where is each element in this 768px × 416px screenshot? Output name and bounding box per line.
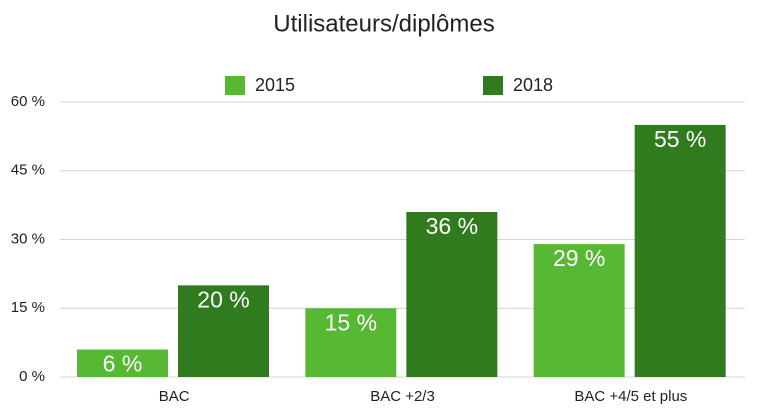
chart-title: Utilisateurs/diplômes — [273, 10, 494, 37]
legend-label: 2018 — [513, 75, 553, 95]
legend-label: 2015 — [255, 75, 295, 95]
bar — [634, 124, 726, 378]
data-label: 55 % — [654, 126, 706, 152]
y-tick-label: 15 % — [11, 299, 45, 316]
data-label: 29 % — [553, 245, 605, 271]
bar — [305, 308, 397, 377]
bar — [77, 349, 168, 377]
bar — [178, 285, 269, 377]
data-label: 6 % — [103, 351, 143, 377]
legend-swatch — [483, 76, 503, 95]
bar — [533, 244, 625, 377]
y-tick-label: 60 % — [11, 93, 45, 110]
x-tick-label: BAC +4/5 et plus — [574, 388, 687, 405]
data-label: 15 % — [325, 309, 377, 335]
y-tick-label: 45 % — [11, 162, 45, 179]
legend-swatch — [225, 76, 245, 95]
x-tick-label: BAC +2/3 — [370, 388, 435, 405]
bar — [406, 212, 498, 377]
x-tick-label: BAC — [159, 388, 190, 405]
y-tick-label: 30 % — [11, 230, 45, 247]
data-label: 20 % — [197, 286, 249, 312]
data-label: 36 % — [426, 213, 478, 239]
y-tick-label: 0 % — [19, 368, 45, 385]
